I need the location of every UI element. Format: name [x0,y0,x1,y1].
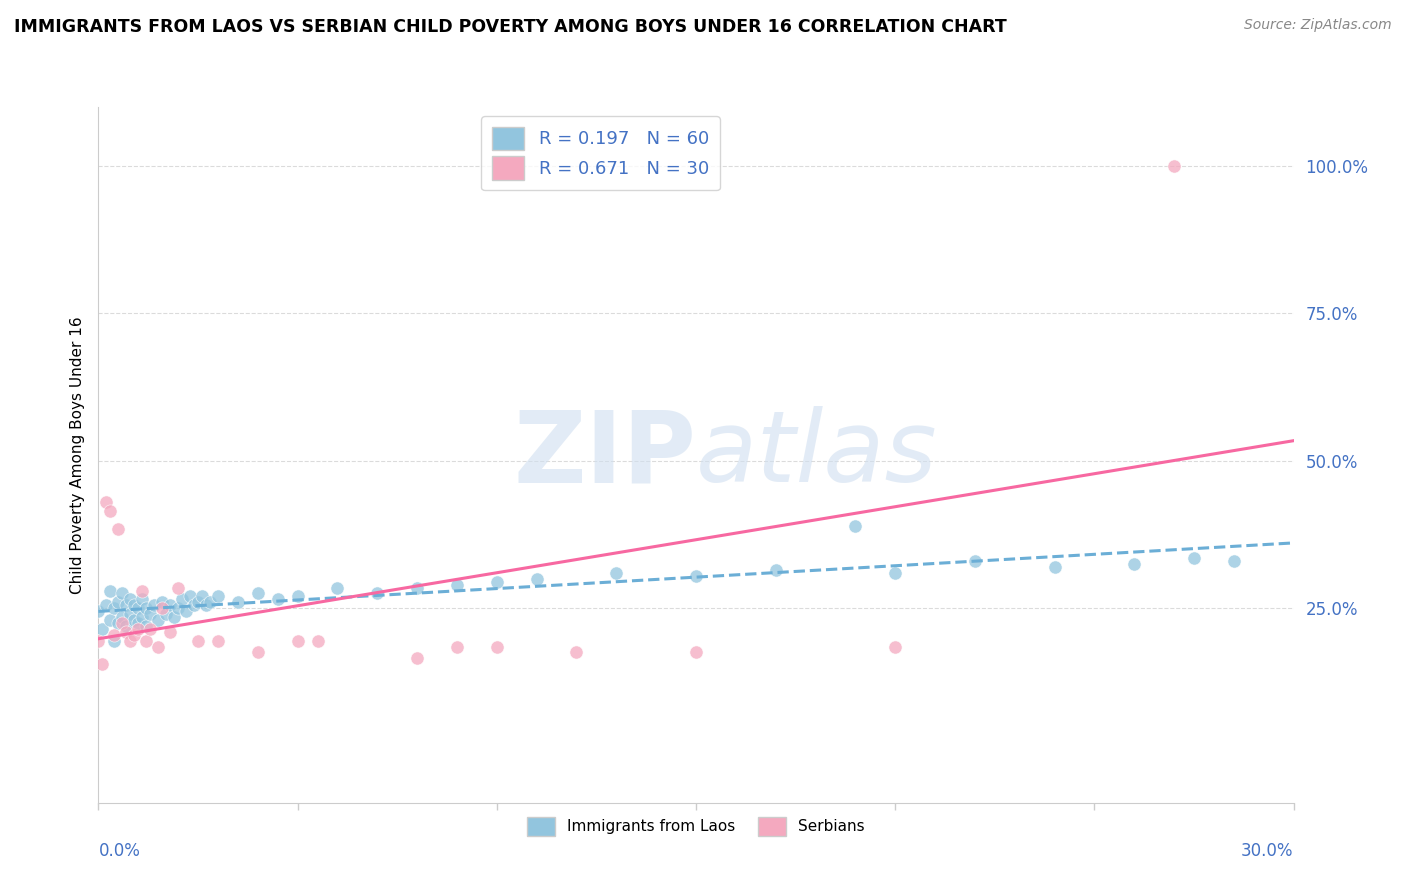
Point [207,590,229,604]
Point [1123,557,1146,571]
Point [96,599,118,613]
Text: IMMIGRANTS FROM LAOS VS SERBIAN CHILD POVERTY AMONG BOYS UNDER 16 CORRELATION CH: IMMIGRANTS FROM LAOS VS SERBIAN CHILD PO… [14,18,1007,36]
Point [159,599,181,613]
Point [124,613,146,627]
Point [87,633,110,648]
Point [179,590,201,604]
Point [605,566,627,580]
Text: 30.0%: 30.0% [1241,842,1294,860]
Point [150,601,173,615]
Point [167,581,190,595]
Point [103,601,125,615]
Point [98,583,122,598]
Point [87,604,110,618]
Point [115,624,138,639]
Point [131,610,153,624]
Point [246,586,269,600]
Point [844,518,866,533]
Point [565,645,588,659]
Point [103,628,125,642]
Point [191,590,214,604]
Point [111,586,134,600]
Point [1182,551,1205,566]
Y-axis label: Child Poverty Among Boys Under 16: Child Poverty Among Boys Under 16 [69,316,84,594]
Point [107,615,129,630]
Point [127,622,149,636]
Text: 0.0%: 0.0% [98,842,141,860]
Point [124,599,146,613]
Point [174,604,197,618]
Point [446,640,468,654]
Point [1163,159,1185,173]
Point [406,581,429,595]
Text: Source: ZipAtlas.com: Source: ZipAtlas.com [1244,18,1392,32]
Point [685,645,707,659]
Point [103,633,125,648]
Legend: Immigrants from Laos, Serbians: Immigrants from Laos, Serbians [520,809,872,844]
Point [96,495,118,509]
Point [120,592,142,607]
Point [120,633,142,648]
Point [148,640,170,654]
Point [287,590,309,604]
Point [120,607,142,621]
Point [143,599,166,613]
Point [884,640,907,654]
Point [187,633,209,648]
Point [98,613,122,627]
Point [150,595,173,609]
Point [135,619,157,633]
Point [307,633,329,648]
Point [963,554,986,568]
Point [226,595,249,609]
Point [267,592,290,607]
Point [107,595,129,609]
Point [131,592,153,607]
Point [111,610,134,624]
Point [1043,560,1066,574]
Point [446,577,468,591]
Point [485,640,508,654]
Point [115,599,138,613]
Point [183,599,205,613]
Point [167,601,190,615]
Point [1223,554,1246,568]
Text: atlas: atlas [696,407,938,503]
Point [91,657,114,672]
Point [287,633,309,648]
Point [172,592,194,607]
Point [135,601,157,615]
Point [127,615,149,630]
Point [195,599,218,613]
Point [148,613,170,627]
Point [115,619,138,633]
Point [155,607,177,621]
Point [326,581,349,595]
Point [139,607,162,621]
Point [765,563,787,577]
Point [198,595,221,609]
Point [159,624,181,639]
Point [485,574,508,589]
Point [526,572,548,586]
Point [685,569,707,583]
Point [127,601,149,615]
Point [884,566,907,580]
Point [366,586,388,600]
Point [246,645,269,659]
Point [124,628,146,642]
Point [163,610,186,624]
Text: ZIP: ZIP [513,407,696,503]
Point [107,522,129,536]
Point [139,622,162,636]
Point [91,622,114,636]
Point [131,583,153,598]
Point [111,615,134,630]
Point [207,633,229,648]
Point [406,651,429,665]
Point [187,595,209,609]
Point [98,504,122,518]
Point [135,633,157,648]
